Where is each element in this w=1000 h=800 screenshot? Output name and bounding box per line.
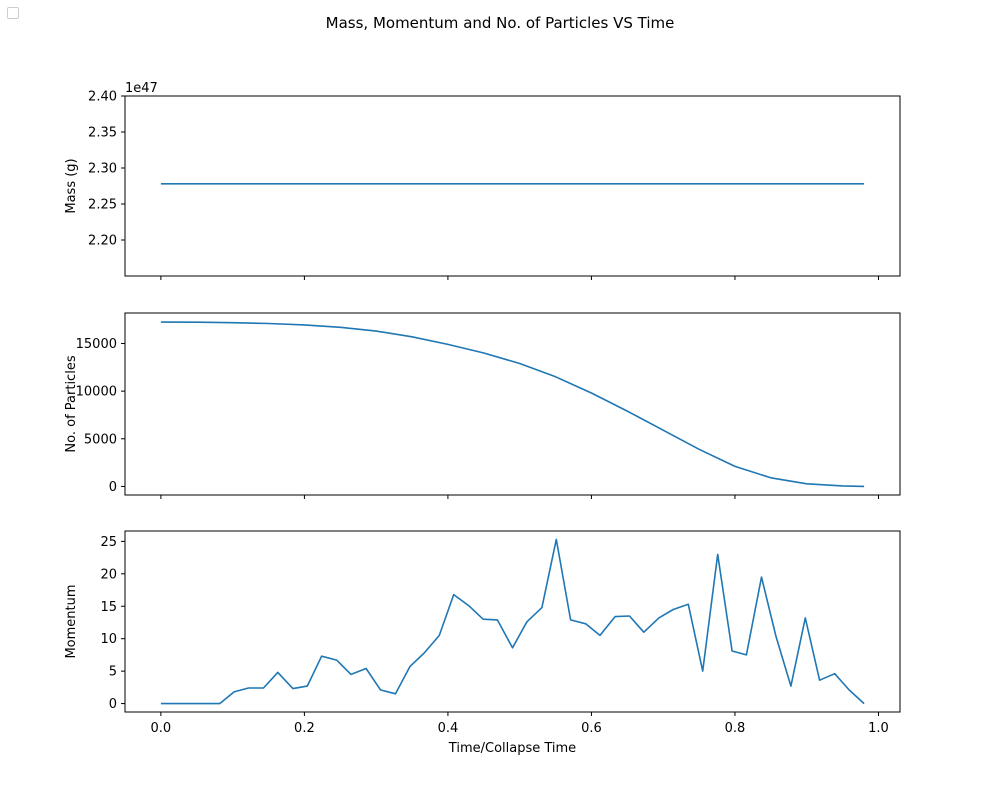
y-tick-label-momentum: 10	[100, 632, 117, 647]
series-line-momentum	[160, 538, 865, 705]
y-tick-label-particles: 0	[109, 480, 117, 495]
y-tick-label-particles: 5000	[84, 432, 117, 447]
x-tick-label: 0.2	[294, 721, 315, 736]
y-tick-label-momentum: 5	[109, 665, 117, 680]
x-tick-label: 0.0	[151, 721, 172, 736]
offset-text-mass: 1e47	[125, 81, 158, 96]
y-tick-label-mass: 2.35	[88, 126, 117, 141]
x-tick-label: 0.8	[725, 721, 746, 736]
y-tick-label-mass: 2.20	[88, 234, 117, 249]
y-axis-label-mass: Mass (g)	[64, 158, 79, 213]
x-tick-label: 1.0	[868, 721, 889, 736]
axes-frame-momentum	[124, 530, 901, 713]
x-axis-label: Time/Collapse Time	[448, 741, 576, 756]
y-tick-label-mass: 2.40	[88, 90, 117, 105]
y-tick-label-momentum: 20	[100, 567, 117, 582]
y-tick-label-particles: 10000	[76, 385, 117, 400]
y-axis-label-momentum: Momentum	[64, 584, 79, 658]
y-tick-label-momentum: 15	[100, 600, 117, 615]
legend-box	[7, 7, 19, 19]
x-tick-label: 0.4	[438, 721, 459, 736]
y-tick-label-momentum: 0	[109, 697, 117, 712]
y-tick-label-mass: 2.25	[88, 198, 117, 213]
y-tick-label-particles: 15000	[76, 337, 117, 352]
x-tick-label: 0.6	[581, 721, 602, 736]
y-tick-label-momentum: 25	[100, 535, 117, 550]
series-line-particles	[160, 321, 865, 488]
axes-frame-particles	[124, 312, 901, 496]
figure-title: Mass, Momentum and No. of Particles VS T…	[326, 14, 675, 32]
axes-frame-mass	[124, 95, 901, 277]
y-tick-label-mass: 2.30	[88, 162, 117, 177]
y-axis-label-particles: No. of Particles	[64, 355, 79, 452]
